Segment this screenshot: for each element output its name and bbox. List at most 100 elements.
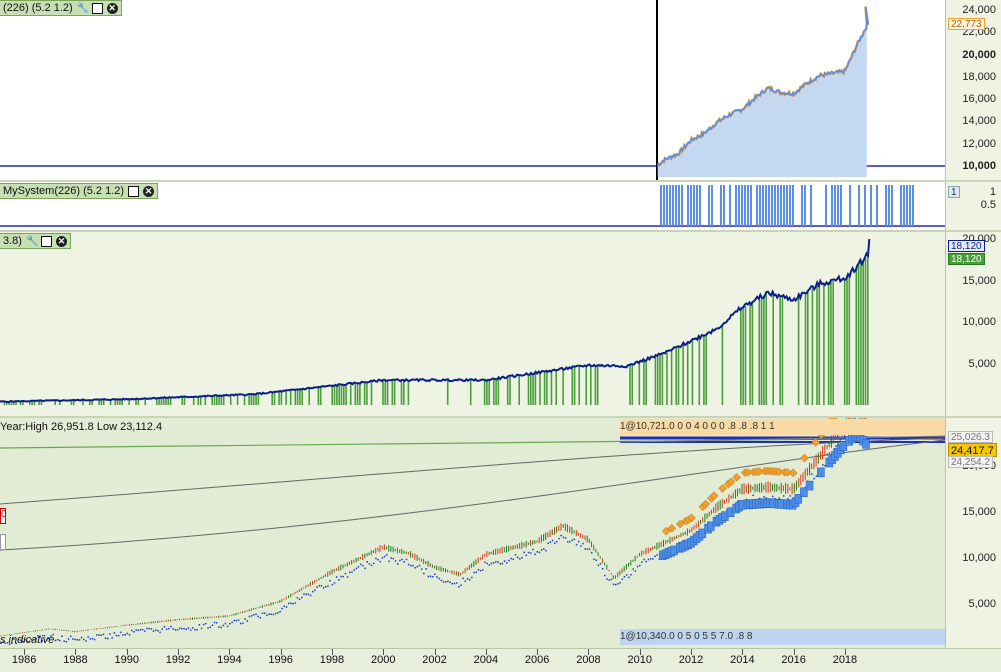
price-dot (261, 612, 264, 614)
price-dot (176, 629, 179, 631)
indicator-bar (446, 380, 449, 405)
wrench-icon[interactable]: 🔧 (25, 235, 39, 247)
signal-bar (660, 185, 662, 226)
indicator-bar (823, 283, 825, 405)
price-dot (536, 551, 538, 553)
indicator-bar (156, 398, 158, 405)
x-axis-tick (434, 649, 436, 655)
x-axis-year-label: 1992 (165, 654, 191, 666)
price-dot (545, 549, 547, 552)
price-dot (811, 473, 813, 475)
close-icon[interactable]: ✕ (55, 235, 67, 247)
pane-separator[interactable] (0, 416, 1001, 418)
indicator-bar (571, 367, 574, 405)
indicator-bar (31, 401, 33, 405)
price-dot (438, 577, 440, 580)
indicator-bar (211, 395, 213, 405)
indicator-bar (89, 399, 91, 405)
close-icon[interactable]: ✕ (106, 2, 118, 14)
window-icon[interactable] (128, 185, 140, 197)
price-dot (329, 580, 331, 582)
price-dot (451, 583, 453, 585)
indicator-bar (278, 391, 280, 405)
axis-tick-label: 10,000 (962, 160, 996, 172)
signal-bar (786, 185, 788, 226)
x-axis-year-label: 2014 (730, 654, 755, 666)
axis-tick-label: 16,000 (962, 93, 996, 106)
price-dot (449, 581, 451, 584)
x-axis-tick (639, 649, 641, 655)
price-dot (59, 639, 61, 642)
price-dot (399, 559, 401, 562)
window-icon[interactable] (91, 2, 103, 14)
indicator-bar (366, 382, 368, 405)
price-dot (231, 621, 233, 624)
signal-bar (885, 185, 887, 226)
price-dot (608, 579, 610, 581)
indicator-bar (555, 370, 557, 405)
signal-bar (780, 185, 782, 226)
price-dot (632, 568, 634, 570)
signal-bar (747, 185, 749, 226)
price-dot (316, 586, 318, 588)
signal-bar (741, 185, 743, 226)
price-dot (109, 633, 111, 635)
price-dot (617, 583, 619, 585)
indicator-label-text: 3.8) (3, 235, 22, 247)
axis-tick-label: 20,000 (962, 48, 996, 61)
indicator-pane-label: 3.8) 🔧 ✕ (0, 233, 71, 249)
indicator-bar (40, 400, 43, 405)
pane-separator[interactable] (0, 230, 1001, 232)
indicator-bar (102, 399, 105, 405)
x-axis-tick (742, 649, 744, 655)
indicator-bar (199, 396, 202, 405)
price-dot (250, 615, 253, 617)
price-dot (492, 562, 495, 564)
price-bottom-strip[interactable]: 1@10,340.0 0 5 0 5 5 7.0 .8 8 (620, 629, 945, 645)
price-pane: Year:High 26,951.8 Low 23,112.4 1@10,721… (0, 418, 945, 648)
price-dot (364, 567, 366, 570)
window-icon[interactable] (40, 235, 52, 247)
indicator-bar (29, 401, 31, 405)
close-icon[interactable]: ✕ (143, 185, 155, 197)
indicator-bar (22, 401, 24, 405)
indicator-bar (659, 354, 661, 405)
wrench-icon[interactable]: 🔧 (76, 2, 90, 14)
price-dot (414, 567, 416, 569)
x-axis-tick (229, 649, 231, 655)
price-dot (462, 577, 464, 580)
indicator-bar (296, 389, 299, 405)
price-dot (407, 563, 410, 566)
indicator-bar (59, 400, 61, 405)
price-dot (159, 631, 161, 634)
x-axis-year-label: 2002 (422, 654, 447, 666)
price-dot (207, 627, 209, 629)
price-dot (235, 619, 238, 622)
price-dot (652, 558, 654, 560)
price-dot (56, 638, 59, 641)
price-dot (484, 561, 486, 563)
short-marker (800, 453, 809, 463)
signal-bar (699, 185, 701, 226)
signal-bar (759, 185, 761, 226)
price-dot (183, 628, 185, 630)
indicator-bar (349, 383, 352, 405)
price-dot (582, 542, 584, 545)
signal-bar (777, 185, 779, 226)
price-dot (512, 558, 514, 560)
pane-separator[interactable] (0, 180, 1001, 182)
price-dot (17, 638, 20, 641)
price-dot (604, 574, 606, 577)
indicator-bar (128, 399, 130, 405)
price-dot (220, 626, 222, 629)
price-dot (344, 572, 347, 575)
price-dot (835, 445, 837, 447)
indicator-bar (705, 334, 707, 405)
price-dot (69, 635, 72, 638)
indicator-bar (721, 324, 724, 405)
indicator-bar (518, 375, 520, 405)
price-dot (737, 500, 739, 503)
indicator-bar (400, 380, 403, 405)
price-top-strip[interactable]: 1@10,721.0 0 0 4 0 0 0 .8 .8 .8 1 1 (620, 419, 945, 435)
indicator-bar (862, 260, 864, 405)
